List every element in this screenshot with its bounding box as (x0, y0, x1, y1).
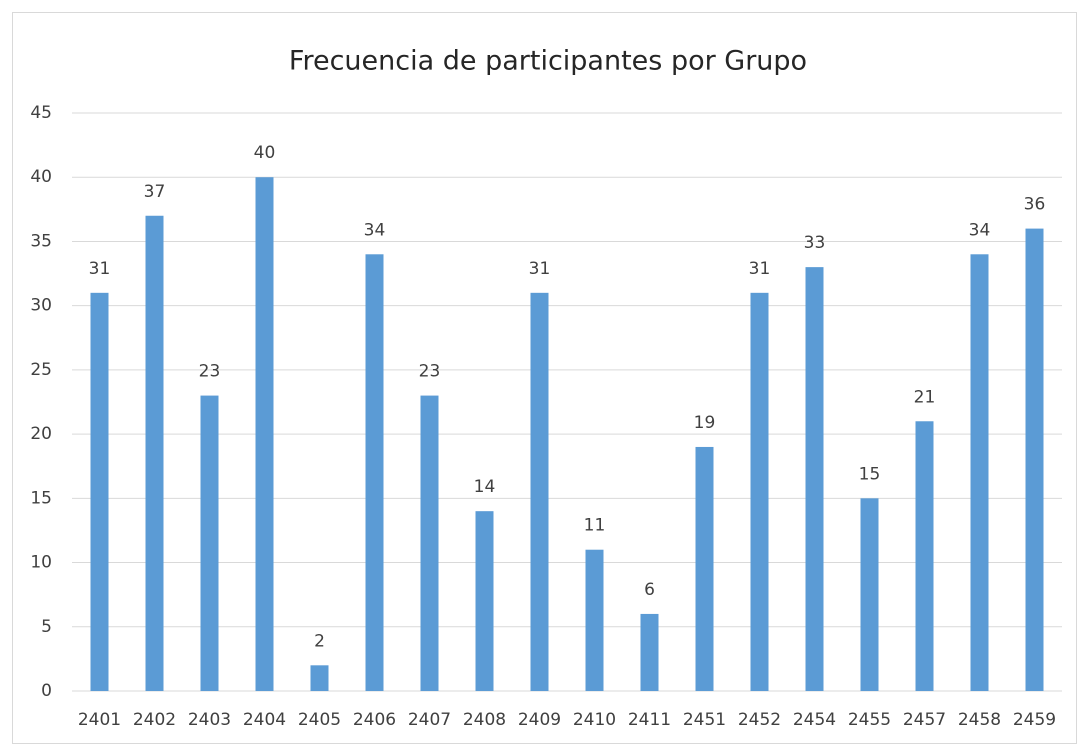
x-tick-label: 2411 (628, 710, 671, 730)
y-tick-label: 30 (30, 296, 52, 316)
bar (310, 665, 329, 691)
x-tick-label: 2454 (793, 710, 836, 730)
x-tick-label: 2405 (298, 710, 341, 730)
data-label: 36 (1024, 195, 1046, 215)
x-tick-label: 2401 (78, 710, 121, 730)
data-label: 40 (254, 143, 276, 163)
bar (145, 215, 164, 691)
bar (750, 292, 769, 691)
bar (475, 511, 494, 691)
data-label: 14 (474, 477, 496, 497)
data-label: 23 (419, 362, 441, 382)
bar (970, 254, 989, 692)
y-tick-label: 5 (41, 617, 52, 637)
x-tick-label: 2407 (408, 710, 451, 730)
x-tick-label: 2402 (133, 710, 176, 730)
bar (200, 395, 219, 691)
bar (255, 177, 274, 691)
bar (90, 292, 109, 691)
y-tick-label: 10 (30, 553, 52, 573)
bar (365, 254, 384, 692)
bar (420, 395, 439, 691)
data-label: 31 (89, 259, 111, 279)
x-tick-label: 2458 (958, 710, 1001, 730)
x-tick-label: 2410 (573, 710, 616, 730)
data-label: 37 (144, 182, 166, 202)
bar (585, 549, 604, 691)
data-label: 23 (199, 362, 221, 382)
chart-title: Frecuencia de participantes por Grupo (289, 46, 807, 77)
y-tick-label: 25 (30, 360, 52, 380)
data-label: 6 (644, 580, 655, 600)
data-label: 11 (584, 516, 606, 536)
x-tick-label: 2406 (353, 710, 396, 730)
bar (805, 267, 824, 691)
x-tick-label: 2451 (683, 710, 726, 730)
y-tick-label: 15 (30, 488, 52, 508)
y-tick-label: 0 (41, 681, 52, 701)
x-tick-label: 2455 (848, 710, 891, 730)
x-tick-label: 2403 (188, 710, 231, 730)
y-tick-label: 35 (30, 231, 52, 251)
x-tick-label: 2409 (518, 710, 561, 730)
bar (915, 421, 934, 691)
data-label: 31 (749, 259, 771, 279)
y-tick-label: 40 (30, 167, 52, 187)
bar (1025, 228, 1044, 691)
y-tick-label: 45 (30, 103, 52, 123)
data-label: 31 (529, 259, 551, 279)
bar (530, 292, 549, 691)
x-tick-label: 2452 (738, 710, 781, 730)
x-tick-label: 2404 (243, 710, 286, 730)
data-label: 21 (914, 387, 936, 407)
data-label: 19 (694, 413, 716, 433)
x-tick-label: 2457 (903, 710, 946, 730)
y-tick-label: 20 (30, 424, 52, 444)
bar (640, 613, 659, 691)
x-tick-label: 2408 (463, 710, 506, 730)
data-label: 34 (364, 220, 386, 240)
data-label: 34 (969, 220, 991, 240)
data-label: 15 (859, 464, 881, 484)
data-label: 33 (804, 233, 826, 253)
data-label: 2 (314, 631, 325, 651)
bar (860, 498, 879, 691)
bar (695, 446, 714, 691)
x-tick-label: 2459 (1013, 710, 1056, 730)
